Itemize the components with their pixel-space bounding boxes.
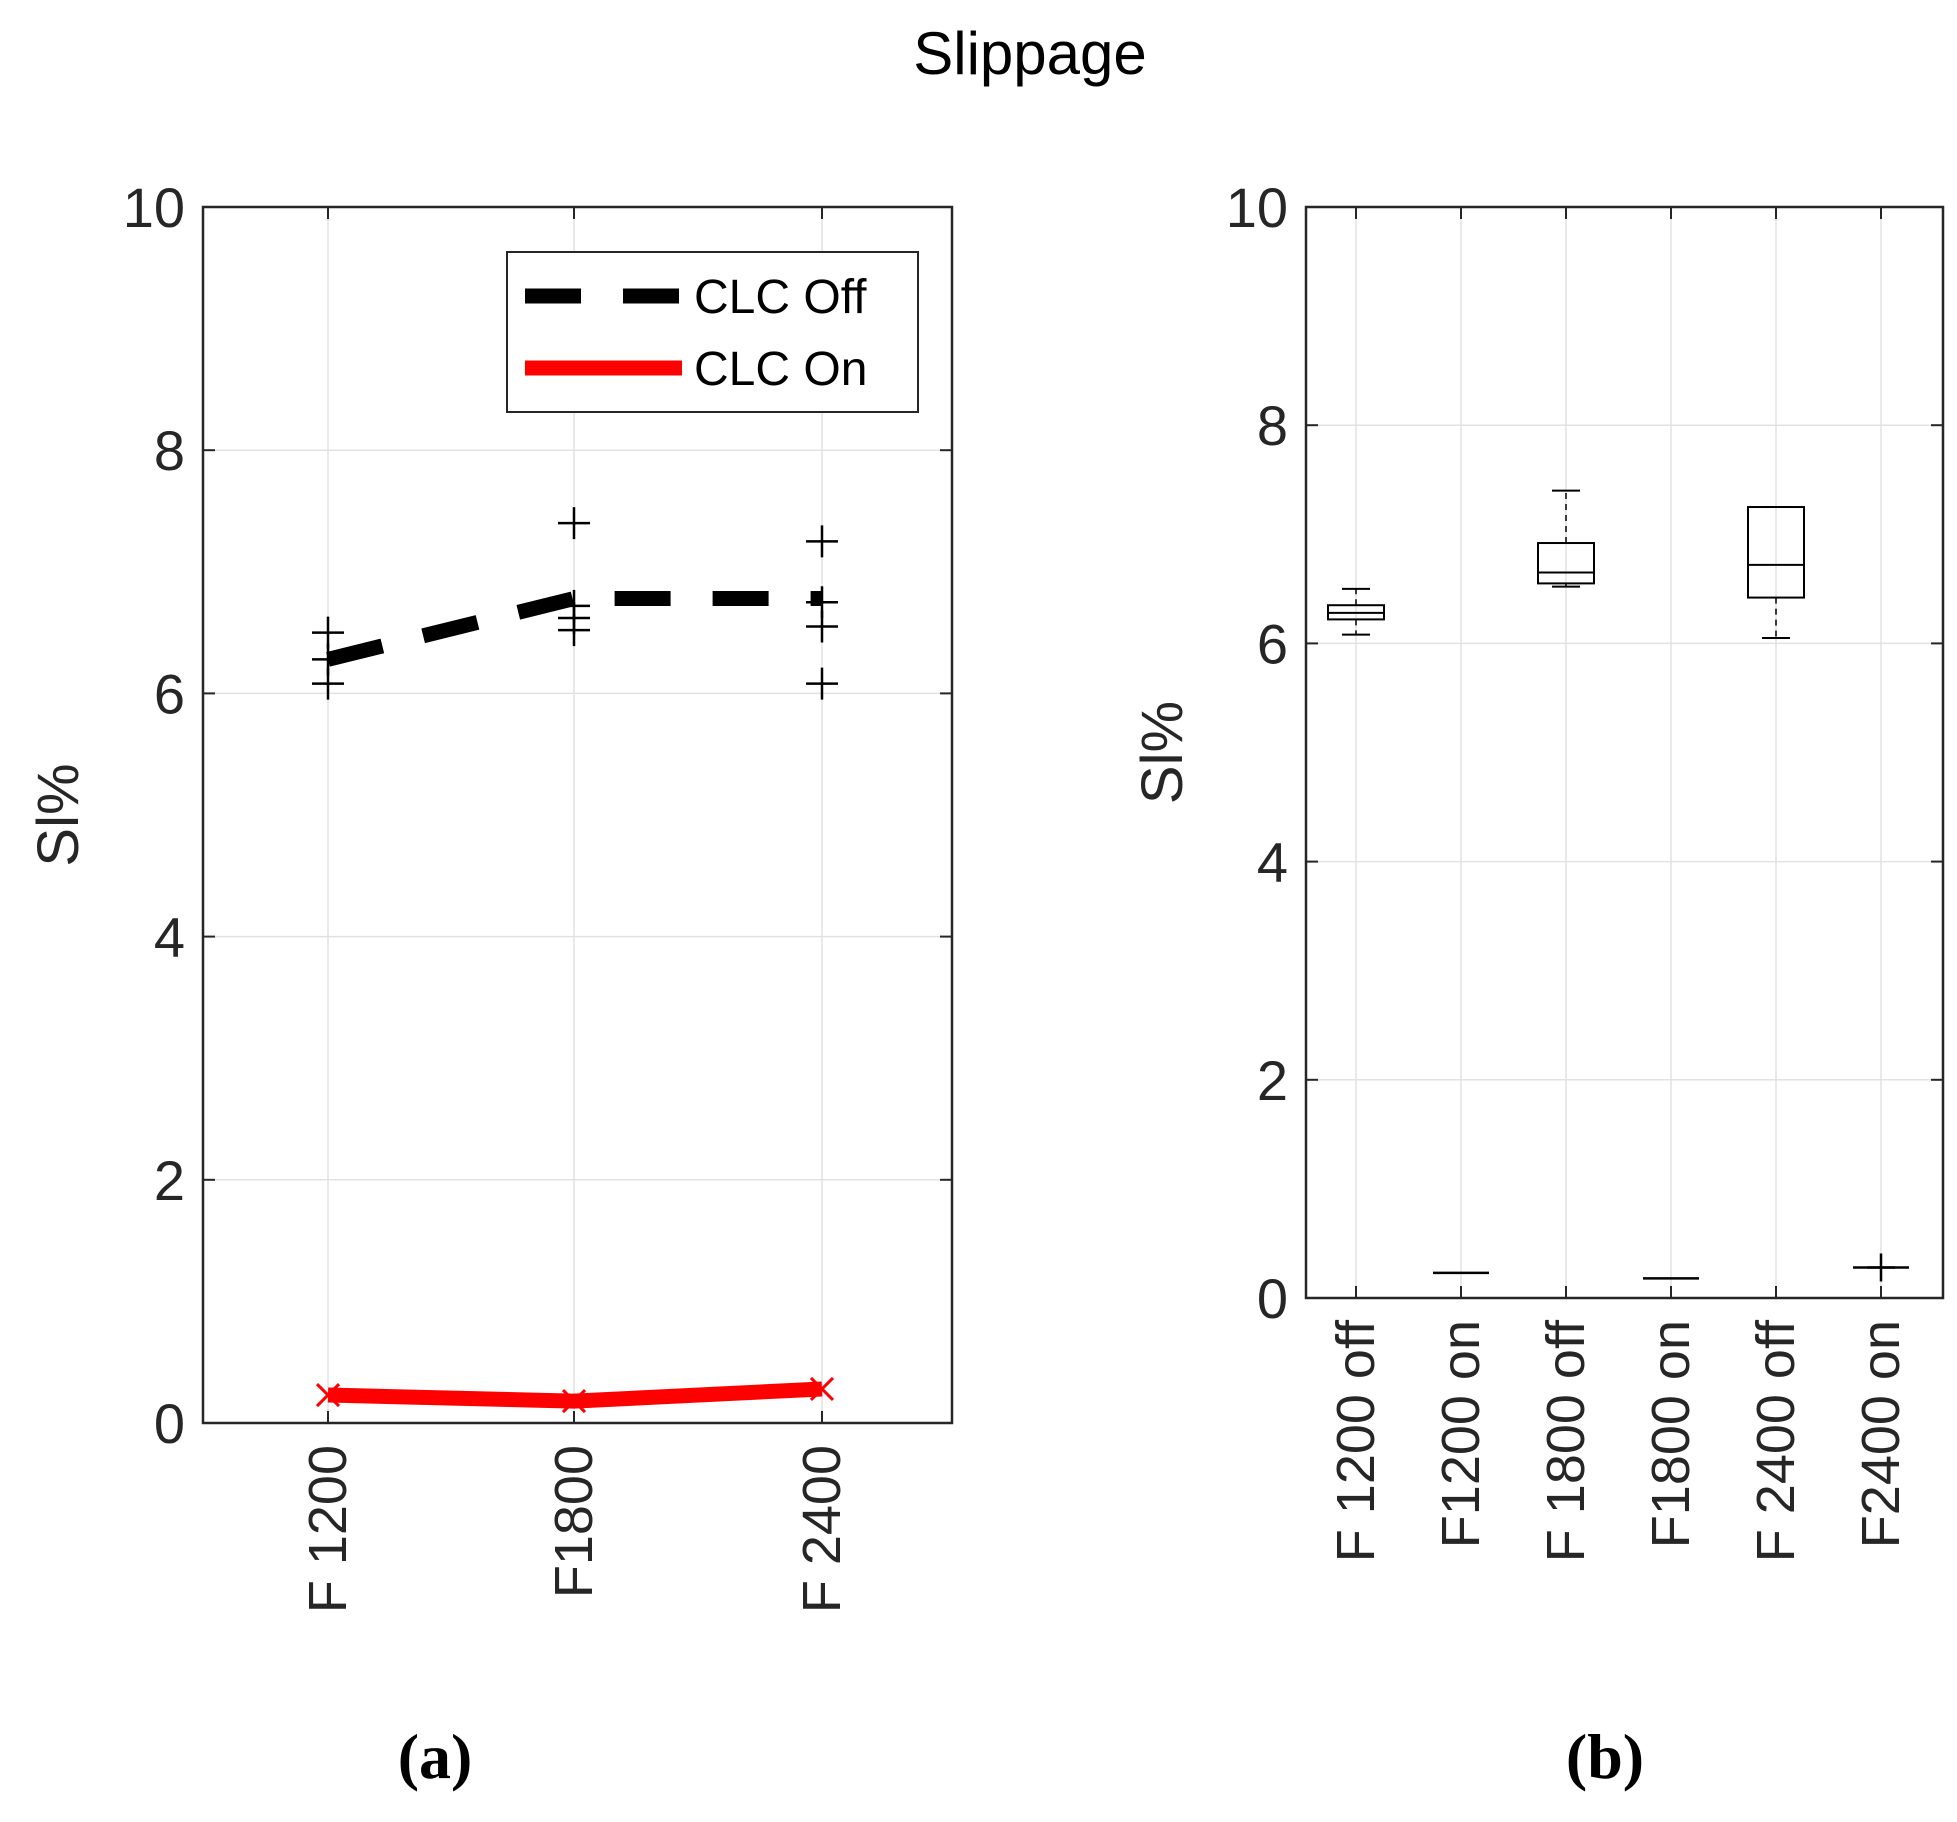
scatter-plus-marker — [806, 667, 838, 700]
panel-a-series — [315, 591, 835, 1414]
y-tick-label: 4 — [1257, 831, 1288, 894]
panel-a-axes-frame — [201, 205, 954, 1425]
x-tick-label: F2400 on — [1851, 1320, 1911, 1548]
panel-a-chart: 0 2 4 6 8 10 F 1200 F1800 F 2400 Sl% CLC Off CL… — [26, 176, 954, 1792]
x-tick-label: F 1200 — [298, 1445, 358, 1613]
x-tick-label: F1800 on — [1641, 1320, 1701, 1548]
panel-b-axes-frame — [1304, 205, 1945, 1300]
scatter-plus-marker — [806, 586, 838, 619]
scatter-plus-marker — [806, 525, 838, 558]
panel-b-boxes — [1327, 489, 1909, 1282]
panel-a-y-ticks: 0 2 4 6 8 10 — [123, 176, 952, 1455]
y-tick-label: 0 — [1257, 1267, 1288, 1330]
series-marker-clc-on — [315, 1382, 341, 1408]
outlier-plus-marker — [1867, 1253, 1895, 1282]
series-marker-clc-on — [561, 1389, 587, 1414]
panel-a-legend: CLC Off CLC On — [506, 251, 919, 413]
panel-b-chart: 0 2 4 6 8 10 F 1200 off F1200 on F 1800 off F180… — [1130, 176, 1945, 1792]
series-line-clc-off — [326, 591, 822, 667]
y-tick-label: 4 — [154, 906, 185, 969]
scatter-plus-marker — [558, 507, 590, 540]
panel-b-y-axis-label: Sl% — [1130, 701, 1195, 804]
y-tick-label: 8 — [154, 419, 185, 482]
y-tick-label: 2 — [154, 1149, 185, 1212]
panel-a-scatter-points — [312, 507, 838, 700]
scatter-plus-marker — [312, 616, 344, 649]
box-plot-item — [1747, 506, 1805, 639]
y-tick-label: 2 — [1257, 1049, 1288, 1112]
box-plot-item — [1327, 587, 1385, 636]
y-tick-label: 8 — [1257, 394, 1288, 457]
panel-a-y-axis-label: Sl% — [26, 763, 91, 866]
scatter-plus-marker — [558, 589, 590, 622]
legend-label-clc-off: CLC Off — [694, 271, 867, 324]
x-tick-label: F 1200 off — [1326, 1319, 1386, 1562]
series-marker-clc-on — [809, 1376, 835, 1402]
panel-a-label: (a) — [398, 1721, 473, 1792]
x-tick-label: F1200 on — [1431, 1320, 1491, 1548]
legend-label-clc-on: CLC On — [694, 343, 867, 396]
box-plot-item — [1537, 489, 1595, 588]
x-tick-label: F1800 — [544, 1445, 604, 1598]
y-tick-label: 6 — [1257, 612, 1288, 675]
panel-b-y-ticks: 0 2 4 6 8 10 — [1226, 176, 1943, 1330]
panel-b-grid — [1306, 207, 1943, 1298]
x-tick-label: F 1800 off — [1536, 1319, 1596, 1562]
y-tick-label: 10 — [123, 176, 185, 239]
x-tick-label: F 2400 — [792, 1445, 852, 1613]
box-rect — [1747, 506, 1805, 599]
scatter-plus-marker — [312, 643, 344, 676]
legend-box — [506, 251, 919, 413]
y-tick-label: 10 — [1226, 176, 1288, 239]
panel-a-x-ticks: F 1200 F1800 F 2400 — [298, 207, 852, 1613]
y-tick-label: 0 — [154, 1392, 185, 1455]
y-tick-label: 6 — [154, 662, 185, 725]
panel-b-x-ticks: F 1200 off F1200 on F 1800 off F1800 on F 24… — [1326, 207, 1911, 1562]
panel-b-label: (b) — [1566, 1721, 1644, 1792]
x-tick-label: F 2400 off — [1746, 1319, 1806, 1562]
box-rect — [1537, 542, 1595, 585]
figure-title: Slippage — [913, 20, 1147, 87]
